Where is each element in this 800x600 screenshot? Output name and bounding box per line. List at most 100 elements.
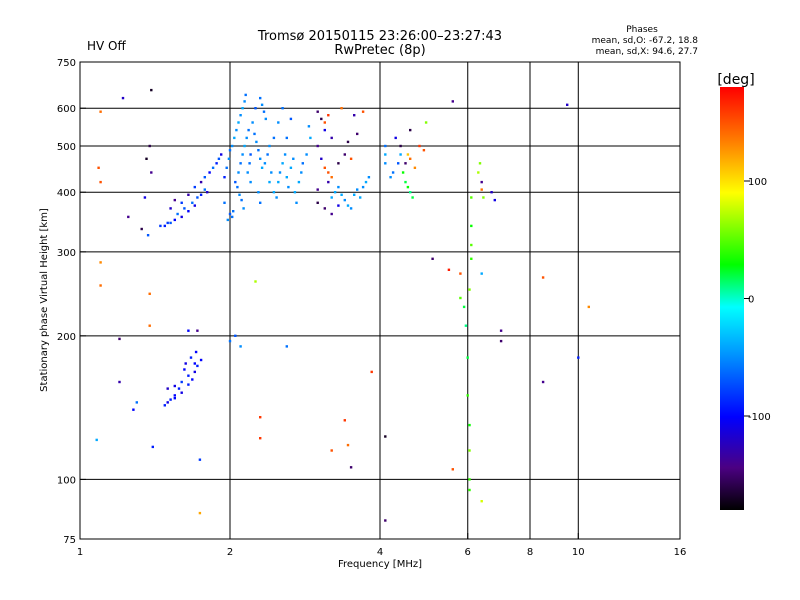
data-point xyxy=(422,149,426,152)
data-point xyxy=(236,185,239,189)
data-point xyxy=(254,280,257,283)
data-point xyxy=(401,171,405,174)
data-point xyxy=(150,171,153,174)
data-point xyxy=(477,171,480,174)
data-point xyxy=(118,380,121,384)
data-point xyxy=(353,193,356,196)
data-point xyxy=(196,364,199,368)
data-point xyxy=(480,272,483,275)
data-point xyxy=(187,383,190,386)
data-point xyxy=(493,198,496,202)
data-point xyxy=(384,153,387,156)
data-point xyxy=(173,394,176,397)
data-point xyxy=(323,166,326,169)
data-point xyxy=(316,110,319,113)
data-point xyxy=(356,188,359,191)
data-point xyxy=(464,324,468,327)
data-point xyxy=(272,191,276,194)
data-point xyxy=(225,166,228,169)
data-point xyxy=(259,157,262,160)
y-tick-label: 600 xyxy=(57,104,76,115)
data-point xyxy=(316,188,319,191)
y-tick-label: 300 xyxy=(57,248,76,259)
data-point xyxy=(384,519,387,522)
data-point xyxy=(285,345,288,348)
data-point xyxy=(196,196,199,199)
data-point xyxy=(148,144,151,148)
data-point xyxy=(384,162,387,165)
data-point xyxy=(281,107,284,110)
data-point xyxy=(247,128,250,132)
data-point xyxy=(418,144,421,148)
data-point xyxy=(459,296,462,300)
data-point xyxy=(199,358,203,362)
grid xyxy=(80,62,680,539)
data-point xyxy=(587,305,590,309)
stats-x-mode: mean, sd,X: 94.6, 27.7 xyxy=(596,47,698,57)
data-point xyxy=(480,500,483,503)
x-tick-label: 4 xyxy=(377,547,383,558)
data-point xyxy=(183,368,186,371)
data-point xyxy=(243,144,246,148)
data-point xyxy=(234,180,237,184)
data-point xyxy=(199,180,203,184)
x-axis-label: Frequency [MHz] xyxy=(338,559,422,570)
data-point xyxy=(228,339,232,343)
data-point xyxy=(364,180,368,184)
data-point xyxy=(343,153,346,156)
data-point xyxy=(293,191,297,194)
data-point xyxy=(166,387,169,390)
data-point xyxy=(327,114,330,117)
colorbar-unit: [deg] xyxy=(717,72,754,88)
data-point xyxy=(470,224,473,228)
data-point xyxy=(323,207,326,210)
data-point xyxy=(409,191,412,194)
data-point xyxy=(468,288,471,291)
data-point xyxy=(163,404,166,407)
colorbar-ticks: 100 0 -100 xyxy=(744,177,771,423)
data-point xyxy=(330,449,333,452)
data-point xyxy=(480,180,483,184)
data-point xyxy=(127,215,130,219)
data-point xyxy=(237,171,240,174)
data-point xyxy=(263,162,267,165)
y-tick-label: 500 xyxy=(57,142,76,153)
data-point xyxy=(490,191,493,194)
data-point xyxy=(180,391,183,394)
data-point xyxy=(406,153,410,156)
data-point xyxy=(478,162,482,165)
data-point xyxy=(480,188,483,191)
data-point xyxy=(199,193,203,196)
data-point xyxy=(285,136,288,140)
data-point xyxy=(257,191,260,194)
data-point xyxy=(278,171,282,174)
x-axis-ticks: 1 2 4 6 8 10 16 xyxy=(77,533,687,558)
data-point xyxy=(330,196,333,199)
x-tick-label: 2 xyxy=(227,547,233,558)
y-tick-label: 750 xyxy=(57,58,76,69)
data-point xyxy=(249,153,252,156)
data-point xyxy=(166,221,169,225)
data-point xyxy=(394,136,397,140)
data-point xyxy=(145,157,148,160)
data-point xyxy=(173,218,176,222)
data-point xyxy=(239,114,242,117)
data-point xyxy=(237,121,240,124)
data-point xyxy=(262,110,266,113)
colorbar xyxy=(720,87,744,510)
data-point xyxy=(384,144,387,148)
data-point xyxy=(244,93,247,97)
data-point xyxy=(406,185,410,189)
data-point xyxy=(349,157,353,160)
data-point xyxy=(226,218,229,222)
data-point xyxy=(367,176,371,179)
data-point xyxy=(451,100,454,103)
x-tick-label: 16 xyxy=(674,547,687,558)
data-point xyxy=(135,401,138,404)
data-point xyxy=(246,171,249,174)
data-point xyxy=(470,196,473,199)
data-point xyxy=(459,272,462,275)
data-point xyxy=(148,292,151,295)
data-point xyxy=(196,329,199,332)
data-point xyxy=(470,243,473,247)
